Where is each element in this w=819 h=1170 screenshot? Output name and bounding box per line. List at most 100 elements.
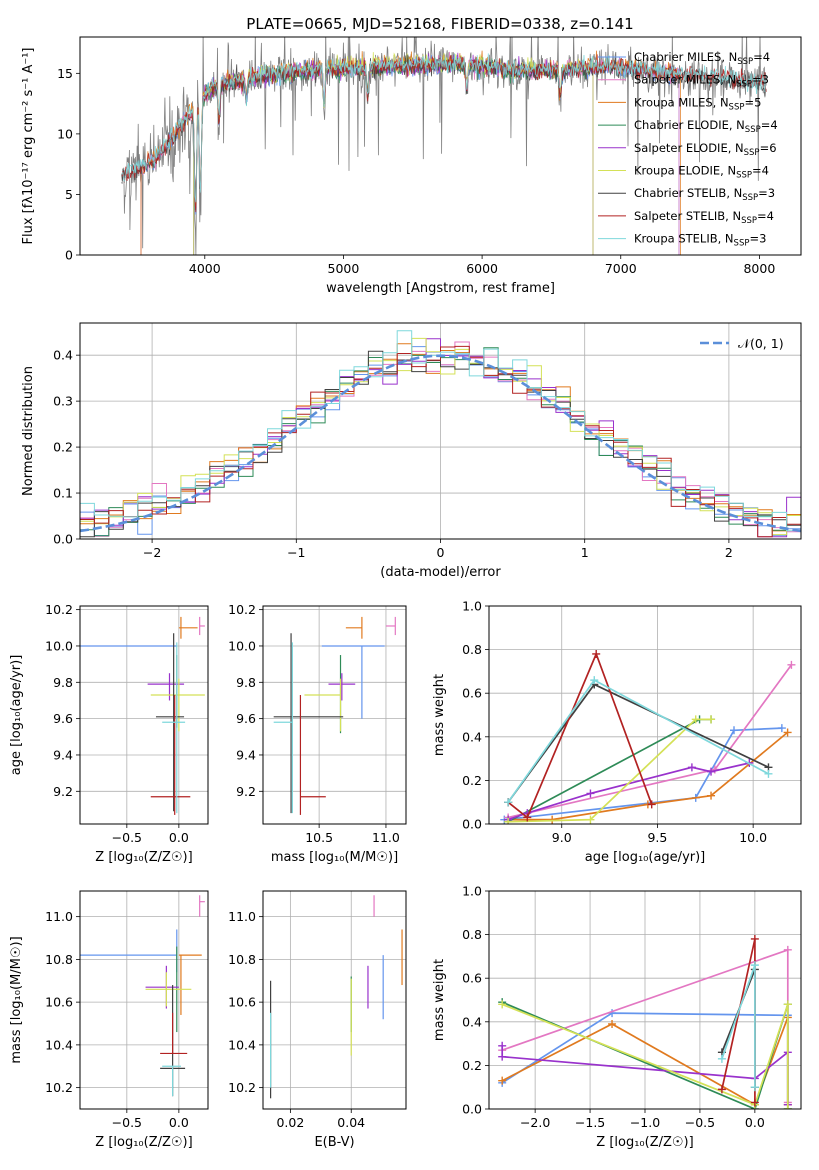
x-axis-label: age [log₁₀(age/yr)]: [585, 850, 706, 865]
errorbar-point: [273, 633, 344, 814]
x-tick-label: −0.5: [112, 1115, 142, 1130]
y-axis-label: age [log₁₀(age/yr)]: [9, 655, 24, 776]
x-tick-label: −0.5: [112, 830, 142, 845]
legend: 𝒩(0, 1): [700, 336, 784, 351]
legend-entry: Kroupa STELIB, NSSP=3: [634, 232, 766, 249]
panel-mass_weight_vs_Z: −2.0 −1.5 −1.0 −0.5 0.0 0.0 0.2 0.4 0.6 0.8 1.0 Z […: [432, 884, 802, 1150]
axes-frame: [79, 605, 209, 825]
y-tick-label: 10.4: [228, 1037, 256, 1052]
errorbar-point: [145, 972, 192, 1007]
point-marker: [504, 798, 513, 807]
legend-tail: =4: [752, 164, 769, 178]
panel-age_vs_mass: 10.5 11.0 9.2 9.4 9.6 9.8 10.0 10.2 mass [log₁₀(…: [228, 602, 407, 865]
x-axis-label: (data-model)/error: [380, 565, 501, 580]
plot-area-mass_vs_Z: [80, 895, 205, 1097]
normal-curve: [80, 354, 801, 533]
x-tick-label: 0.04: [337, 1115, 365, 1130]
errorbar-point: [162, 1065, 181, 1097]
x-tick-label: 5000: [328, 261, 360, 276]
series-chabrier-stelib: [717, 965, 759, 1092]
legend-tail: =6: [760, 141, 777, 155]
legend-entry: Chabrier MILES, NSSP=4: [634, 50, 770, 67]
axes-frame: [79, 322, 802, 540]
errorbar-point: [80, 929, 178, 973]
y-tick-label: 10: [57, 126, 73, 141]
errorbar-point: [299, 695, 326, 815]
x-tick-label: 11.0: [372, 830, 400, 845]
y-axis-label: mass weight: [432, 959, 447, 1041]
y-tick-label: 9.4: [236, 747, 256, 762]
legend-tail: =4: [757, 209, 774, 223]
legend-tail: =5: [744, 95, 761, 109]
y-tick-label: 15: [57, 66, 73, 81]
errorbar-point: [273, 642, 294, 814]
legend-sub: SSP: [742, 193, 758, 203]
y-tick-label: 9.6: [53, 711, 73, 726]
y-tick-label: 0.2: [462, 1058, 482, 1073]
x-tick-label: 0.0: [169, 830, 189, 845]
y-tick-label: 0.4: [462, 729, 482, 744]
y-tick-label: 10.0: [228, 638, 256, 653]
errorbar-point: [345, 616, 363, 639]
point-marker: [717, 1054, 726, 1063]
panel-mass_vs_Z: −0.5 0.0 10.2 10.4 10.6 10.8 11.0 Z [log₁₀(Z/Z☉…: [9, 890, 209, 1150]
y-tick-label: 10.4: [45, 1037, 73, 1052]
point-marker: [608, 1019, 617, 1028]
x-axis-label: Z [log₁₀(Z/Z☉)]: [596, 1135, 693, 1150]
y-tick-label: 0.3: [53, 394, 73, 409]
x-tick-label: 2: [725, 545, 733, 560]
legend-entry: Kroupa ELODIE, NSSP=4: [634, 164, 769, 181]
y-axis-label: Flux [fλ10⁻¹⁷ erg cm⁻² s⁻¹ A⁻¹]: [21, 48, 36, 245]
legend-sub: SSP: [734, 239, 750, 249]
axes-frame: [488, 605, 802, 825]
errorbar-point: [199, 616, 205, 636]
point-marker: [707, 791, 716, 800]
y-tick-label: 10.2: [228, 602, 256, 617]
y-tick-label: 0.4: [53, 348, 73, 363]
errorbar-point: [150, 678, 205, 732]
errorbar-point: [150, 695, 191, 815]
axes-frame: [79, 890, 209, 1110]
y-axis-label: mass [log₁₀(M/M☉)]: [9, 936, 24, 1063]
x-tick-label: −1.0: [630, 1115, 660, 1130]
errorbar-point: [199, 895, 205, 917]
panel-residuals: −2 −1 0 1 2 0.0 0.1 0.2 0.3 0.4 (data-model)/error…: [21, 322, 802, 580]
y-tick-label: 10.2: [228, 1080, 256, 1095]
y-tick-label: 9.8: [53, 675, 73, 690]
legend-label: Kroupa MILES, N: [634, 95, 729, 109]
y-tick-label: 11.0: [45, 909, 73, 924]
errorbar-point: [160, 1012, 188, 1055]
x-tick-label: 7000: [605, 261, 637, 276]
point-marker: [750, 961, 759, 970]
legend-label: Kroupa STELIB, N: [634, 232, 734, 246]
point-marker: [586, 815, 595, 824]
x-tick-label: −1.5: [575, 1115, 605, 1130]
legend-tail: =3: [749, 232, 766, 246]
y-tick-label: 0: [65, 248, 73, 263]
legend-label: Salpeter STELIB, N: [634, 209, 741, 223]
series-kroupa-stelib: [717, 961, 759, 1092]
histogram-kroupa-stelib: [80, 330, 801, 532]
legend-entry: Salpeter STELIB, NSSP=4: [634, 209, 774, 226]
legend-entry: Salpeter ELODIE, NSSP=6: [634, 141, 777, 158]
series-line: [507, 683, 769, 803]
legend-label: Salpeter ELODIE, N: [634, 141, 744, 155]
y-tick-label: 9.2: [236, 784, 256, 799]
x-tick-label: 1: [581, 545, 589, 560]
x-tick-label: 6000: [466, 261, 498, 276]
point-marker: [764, 769, 773, 778]
errorbar-point: [178, 954, 202, 1015]
panel-mass_vs_ebv: 0.02 0.04 10.2 10.4 10.6 10.8 11.0 E(B-V): [228, 890, 407, 1150]
y-tick-label: 9.2: [53, 784, 73, 799]
y-tick-label: 0.6: [462, 686, 482, 701]
y-tick-label: 0.0: [462, 1102, 482, 1117]
series-kroupa-miles: [504, 728, 792, 824]
model-spectrum-kroupa-stelib: [121, 53, 767, 203]
errorbar-point: [328, 673, 356, 701]
x-tick-label: 9.0: [552, 830, 572, 845]
point-marker: [707, 767, 716, 776]
x-axis-label: wavelength [Angstrom, rest frame]: [326, 281, 555, 296]
plot-area-age_vs_mass: [273, 616, 396, 815]
errorbar-point: [304, 678, 342, 732]
errorbar-point: [162, 642, 186, 814]
